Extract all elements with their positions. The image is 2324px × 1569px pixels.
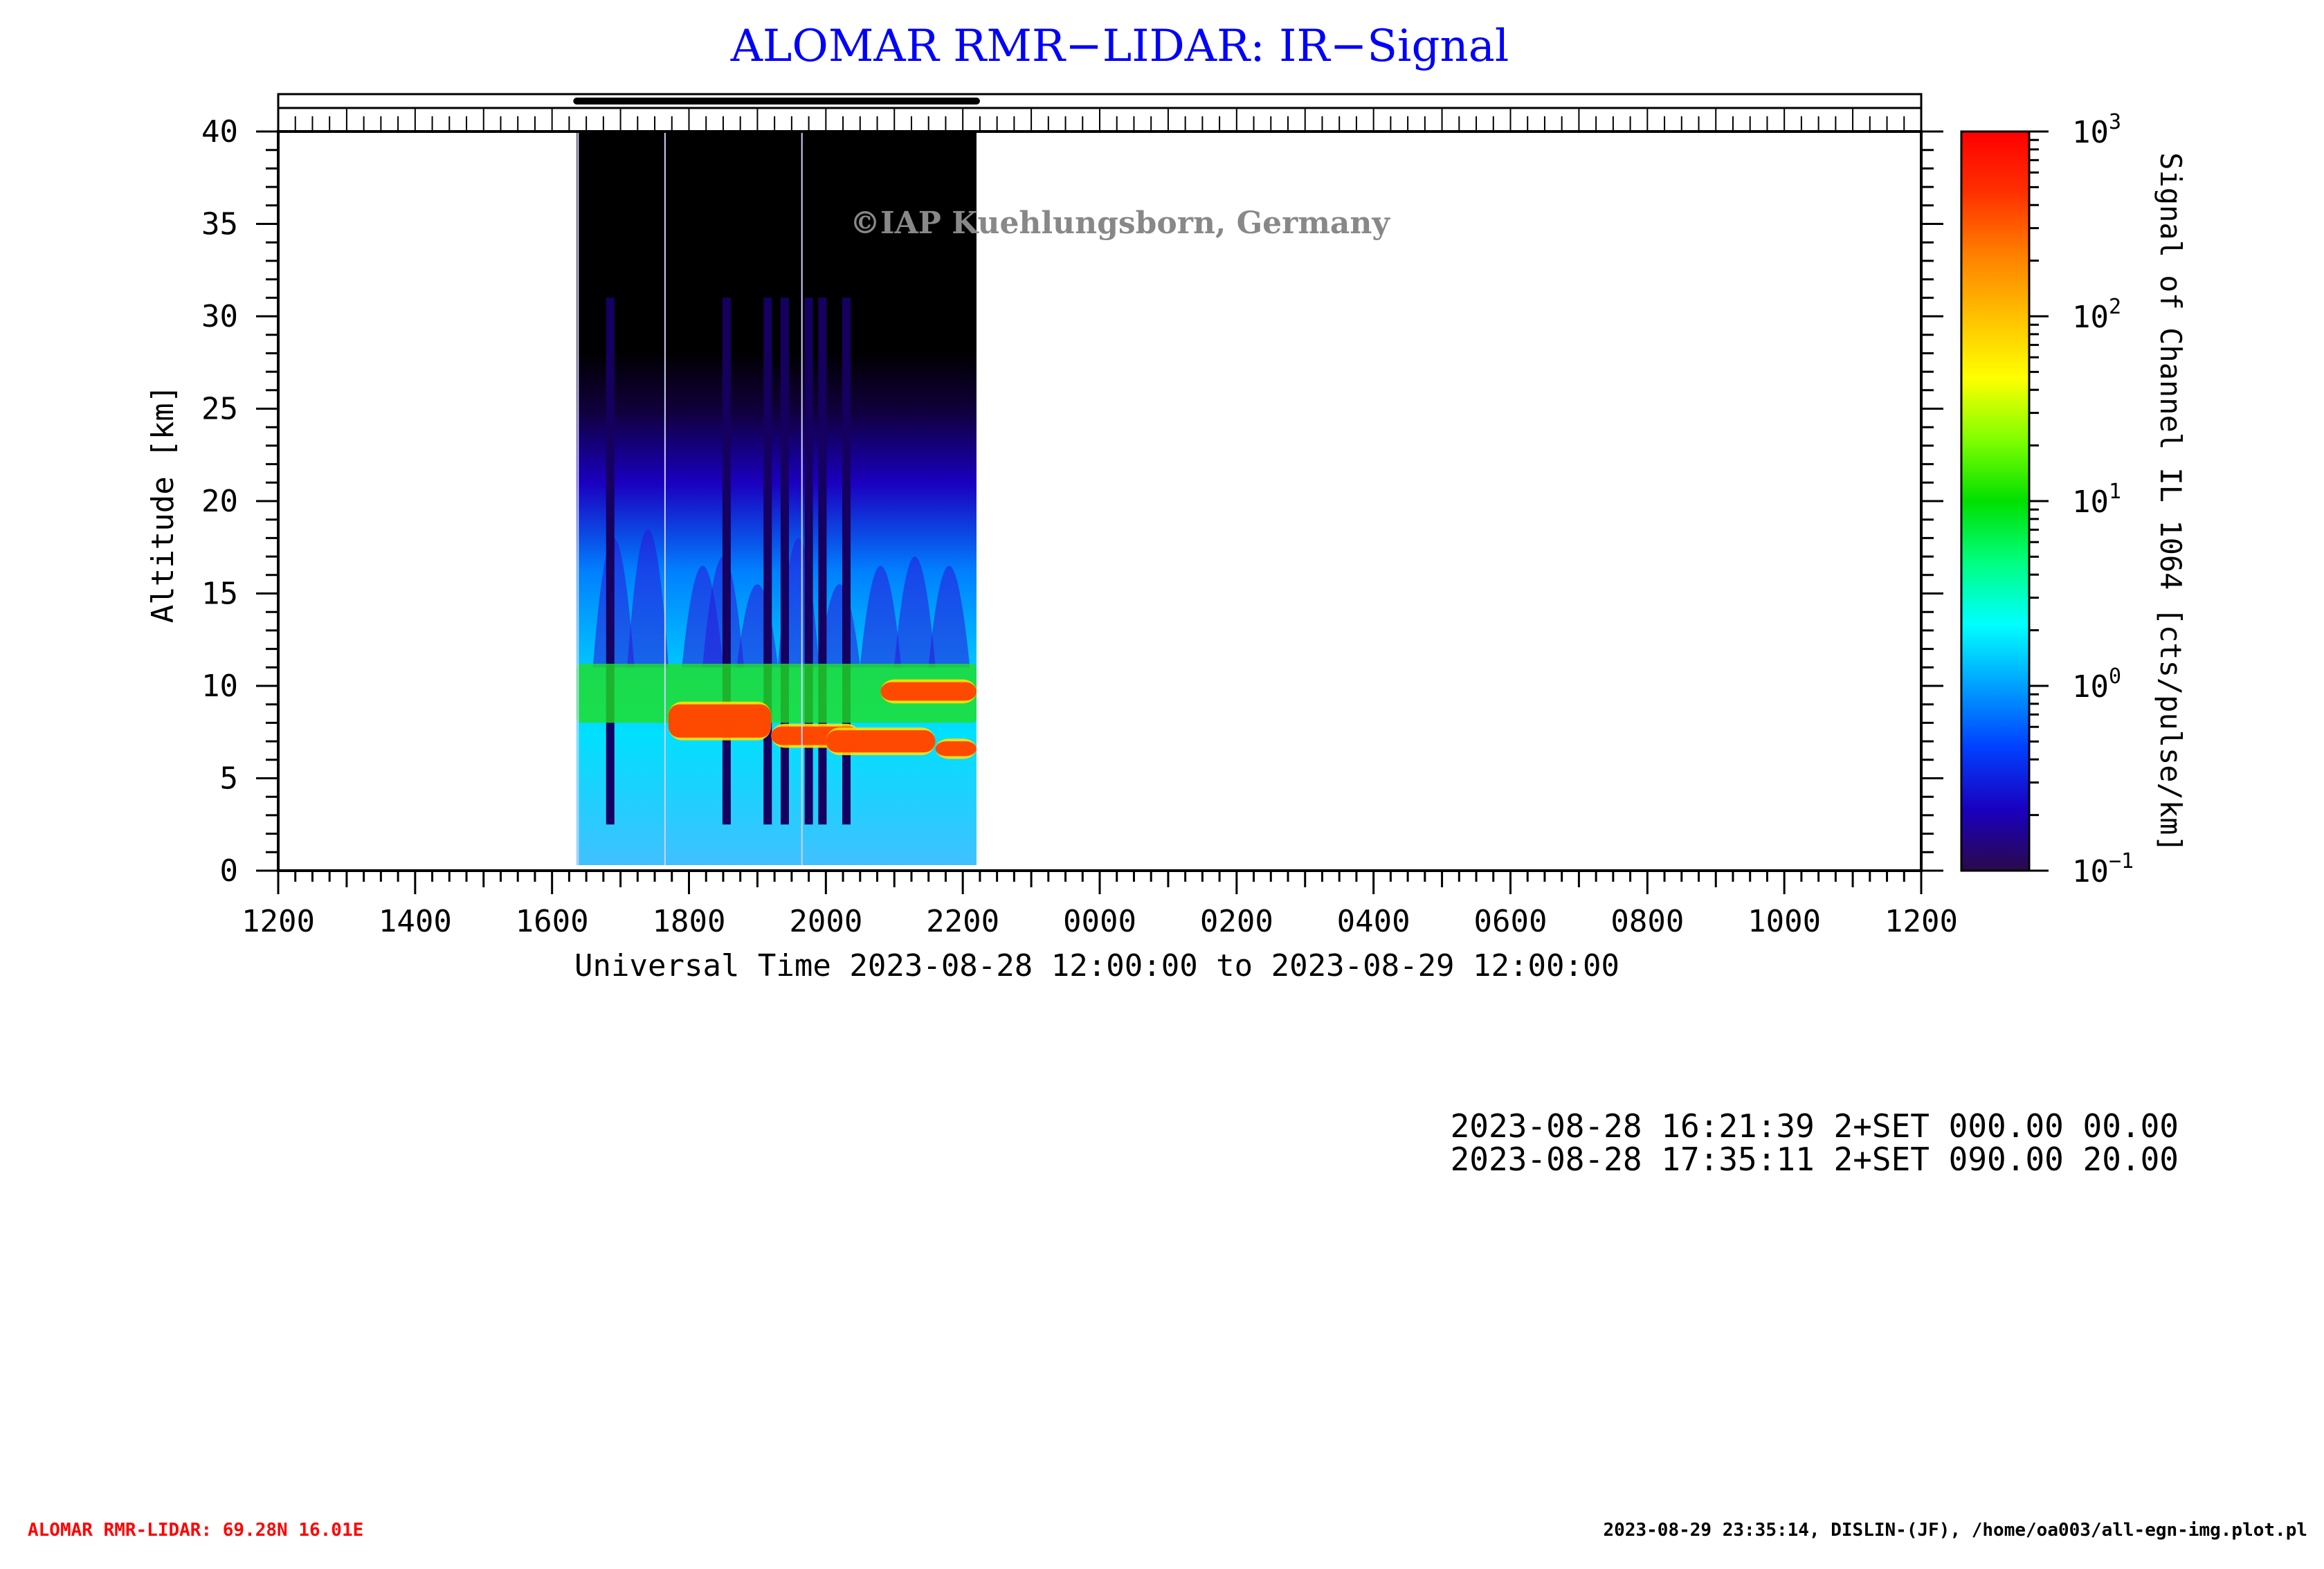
cloud-layer [935,741,977,756]
x-tick-label: 0000 [1063,904,1136,939]
y-tick-label: 30 [201,299,238,334]
cloud-layer [880,682,977,701]
signal-plume [928,565,970,668]
y-tick-label: 25 [201,392,238,427]
footer-station-label: ALOMAR RMR-LIDAR: 69.28N 16.01E [28,1520,364,1541]
x-tick-label: 2000 [789,904,862,939]
y-axis-label: Altitude [km] [145,385,181,623]
plot-area [277,130,1923,872]
signal-gap [606,298,615,825]
y-tick-label: 5 [220,761,239,797]
y-tick-label: 20 [201,484,238,519]
cloud-layer [668,704,772,738]
x-tick-label: 2200 [926,904,999,939]
colorbar-label: Signal of Channel IL 1064 [cts/pulse/km] [2154,152,2188,852]
plot-frame [277,130,1923,872]
signal-plume [893,556,936,668]
x-tick-label: 0800 [1610,904,1684,939]
colorbar-tick-label: 103 [2072,110,2121,150]
watermark-text: ©IAP Kuehlungsborn, Germany [850,206,1390,241]
chart-title: ALOMAR RMR−LIDAR: IR−Signal [730,21,1509,72]
signal-plume [860,565,902,668]
x-tick-label: 1400 [379,904,452,939]
y-tick-label: 35 [201,207,238,242]
top-time-strip [277,93,1923,133]
info-line-2: 2023-08-28 17:35:11 2+SET 090.00 20.00 [1450,1141,2179,1178]
colorbar-tick-label: 102 [2072,295,2121,335]
y-tick-label: 10 [201,669,238,704]
info-line-1: 2023-08-28 16:21:39 2+SET 000.00 00.00 [1450,1107,2179,1145]
colorbar-bar [1960,130,2031,872]
colorbar-tick-label: 10−1 [2072,849,2134,889]
x-axis-label: Universal Time 2023-08-28 12:00:00 to 20… [574,948,1619,983]
colorbar: 10−1 100 101 102 103 [1960,110,2134,889]
y-tick-label: 40 [201,114,238,149]
x-tick-label: 0200 [1200,904,1273,939]
y-tick-label: 0 [220,853,239,889]
colorbar-tick-label: 100 [2072,664,2121,705]
colorbar-tick-label: 101 [2072,480,2121,520]
x-tick-label: 1800 [653,904,726,939]
x-tick-label: 1200 [242,904,315,939]
cloud-layer [826,730,936,753]
x-tick-label: 0600 [1474,904,1547,939]
signal-plume [627,529,669,668]
x-tick-label: 0400 [1337,904,1410,939]
lidar-chart: ALOMAR RMR−LIDAR: IR−Signal ©IAP Kuehlun… [145,21,2188,983]
signal-gap [763,298,772,825]
footer-plot-info: 2023-08-29 23:35:14, DISLIN-(JF), /home/… [1603,1520,2307,1541]
signal-gap [722,298,731,825]
x-tick-label: 1200 [1885,904,1958,939]
y-tick-label: 15 [201,577,238,612]
x-tick-label: 1600 [516,904,589,939]
x-tick-label: 1000 [1747,904,1821,939]
y-axis: 0 5 10 15 20 25 30 35 40 [201,114,1943,889]
x-axis: 1200 1400 1600 1800 2000 2200 0000 0200 0400 0600… [242,871,1958,939]
